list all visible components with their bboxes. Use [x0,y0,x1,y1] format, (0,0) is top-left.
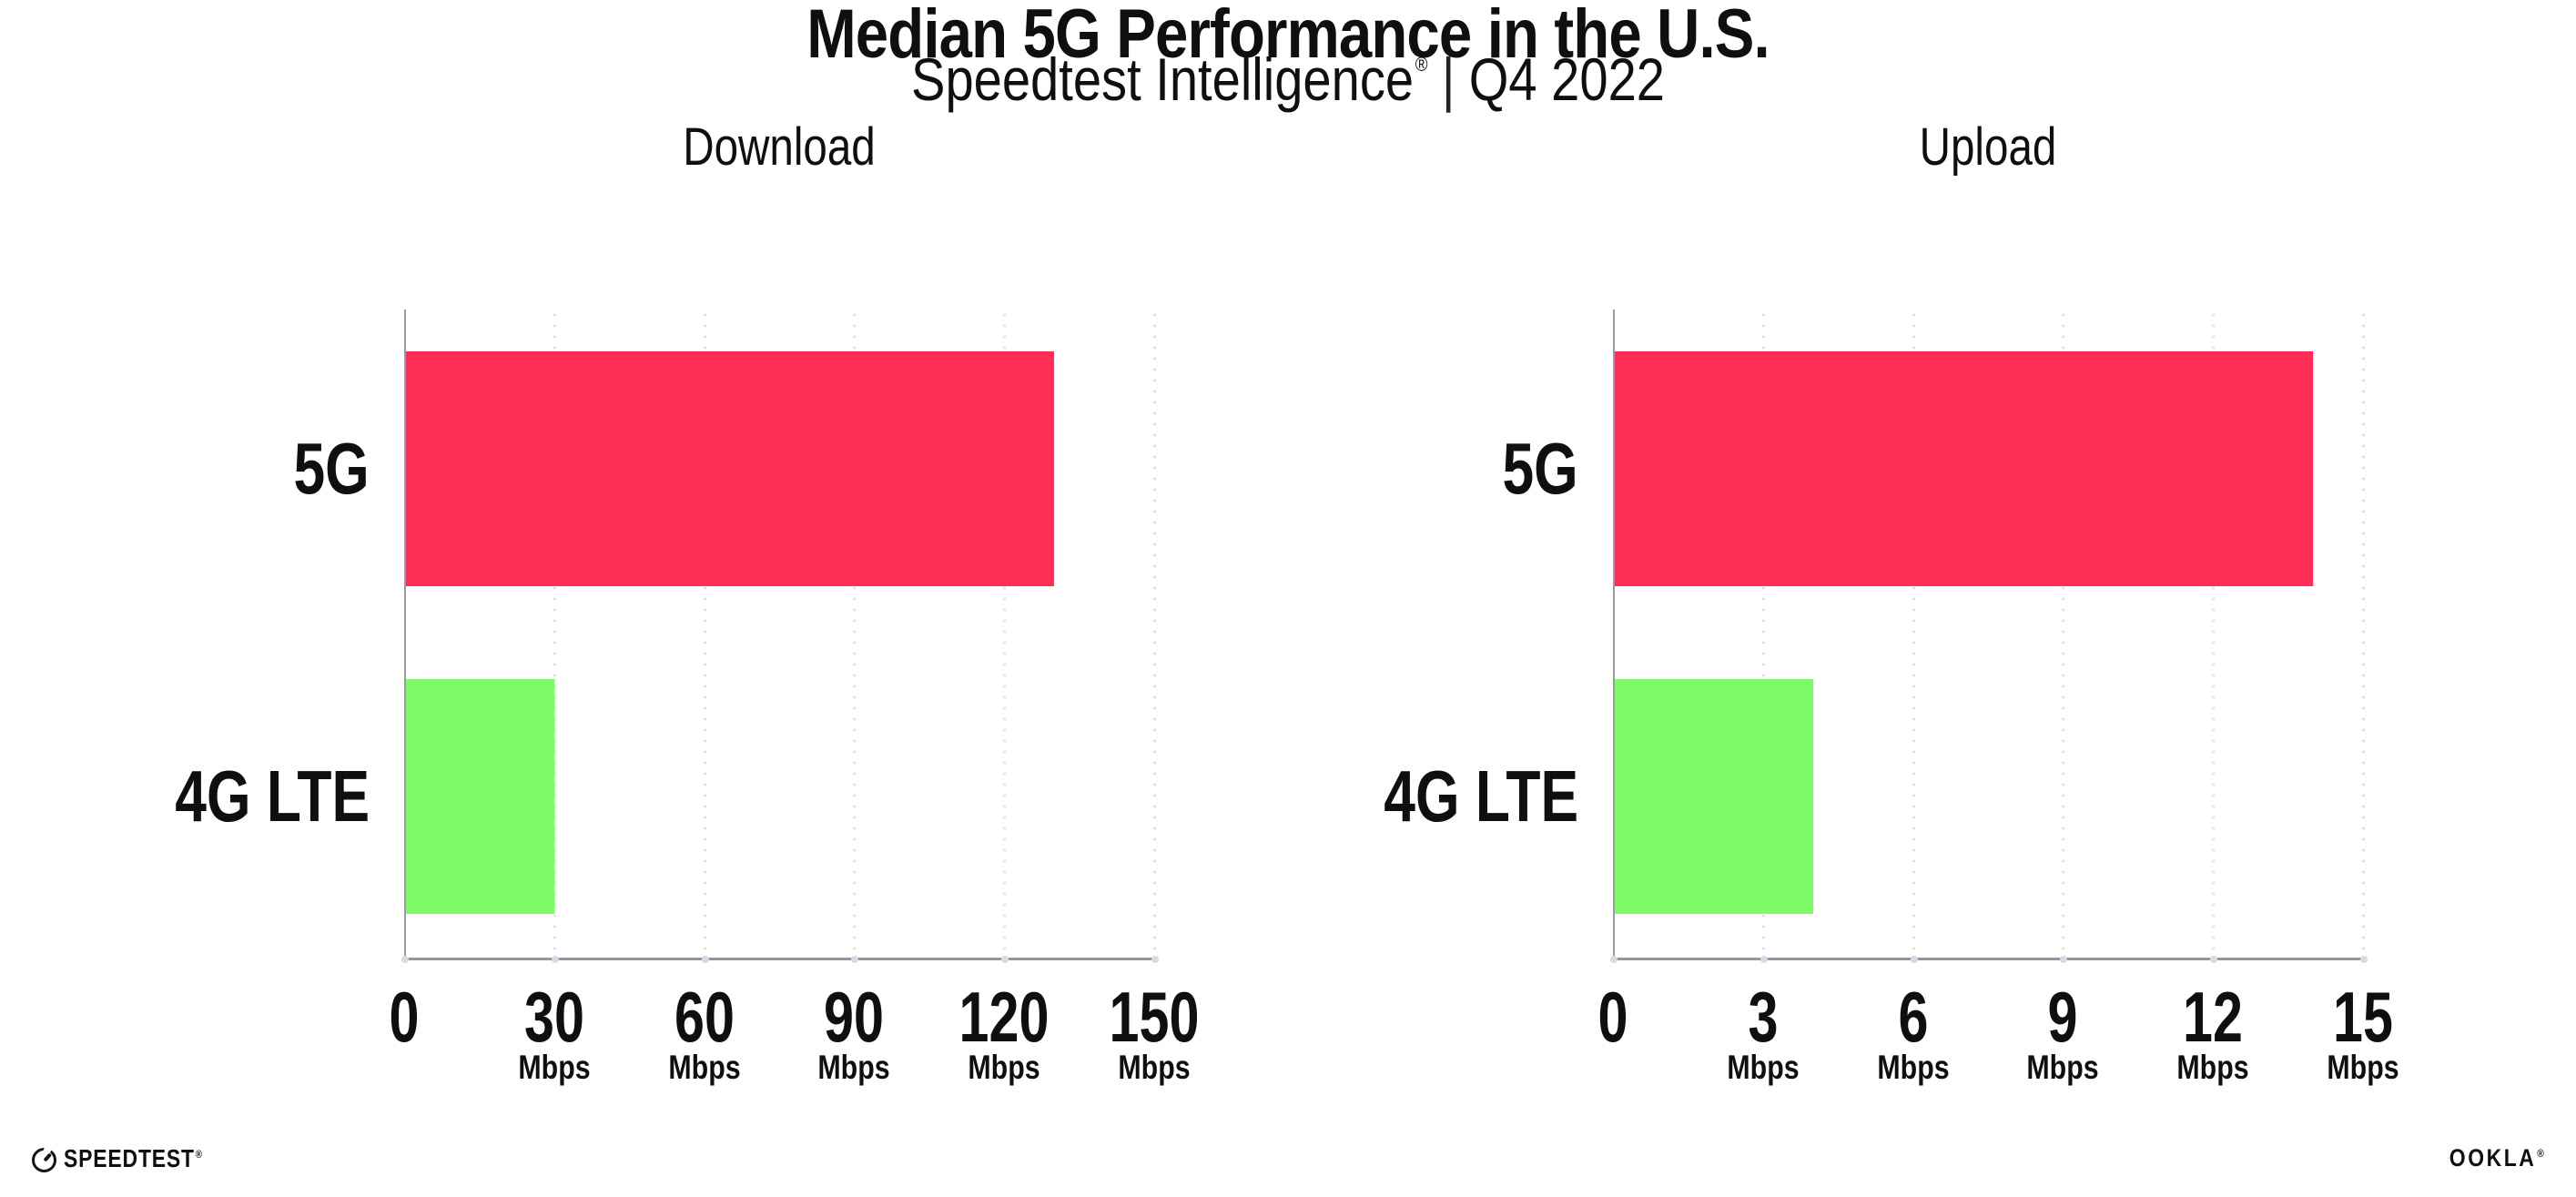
axis-tick-dot-download-120 [1001,955,1009,963]
category-label-5g-download: 5G [293,428,370,509]
chart-title-upload: Upload [1919,117,2057,177]
tick-unit-download-60: Mbps [667,1049,741,1086]
gridline-upload-6 [1912,309,1915,958]
tick-label-upload-0: 0 [1597,977,1628,1057]
tick-label-upload-3: 3 [1748,977,1779,1057]
tick-label-download-90: 90 [824,977,885,1057]
category-label-5g-upload: 5G [1502,428,1578,509]
axis-tick-dot-upload-3 [1760,955,1768,963]
chart-title-download: Download [683,117,876,177]
y-axis-upload [1613,309,1615,960]
bar-4g-lte-download [406,679,554,914]
subtitle-separator: | [1441,46,1455,113]
tick-unit-upload-12: Mbps [2176,1049,2249,1086]
axis-tick-dot-download-150 [1151,955,1159,963]
tick-unit-upload-9: Mbps [2026,1049,2099,1086]
bar-5g-download [406,351,1055,586]
axis-tick-dot-download-60 [701,955,709,963]
gridline-download-30 [553,309,556,958]
category-label-4g-lte-download: 4G LTE [175,756,370,837]
gridline-download-120 [1003,309,1007,958]
tick-label-upload-6: 6 [1898,977,1929,1057]
axis-tick-dot-upload-12 [2210,955,2218,963]
y-axis-download [404,309,406,960]
tick-label-download-0: 0 [389,977,420,1057]
axis-tick-dot-download-0 [401,955,409,963]
tick-label-download-150: 150 [1109,977,1200,1057]
speedtest-logo: SPEEDTEST® [64,1146,203,1172]
gridline-upload-12 [2212,309,2216,958]
x-axis-upload [1613,958,2366,960]
axis-tick-dot-download-90 [851,955,859,963]
subtitle-product: Speedtest Intelligence [911,46,1415,113]
tick-label-download-30: 30 [523,977,584,1057]
tick-unit-upload-6: Mbps [1876,1049,1950,1086]
page-title: Median 5G Performance in the U.S. [806,0,1770,73]
axis-tick-dot-upload-6 [1910,955,1918,963]
tick-unit-download-150: Mbps [1118,1049,1191,1086]
speedtest-gauge-icon [32,1145,56,1172]
ookla-logo: OOKLA® [2449,1146,2546,1171]
tick-label-download-60: 60 [674,977,735,1057]
tick-label-download-120: 120 [958,977,1050,1057]
speedtest-registered-mark: ® [195,1148,203,1161]
ookla-logo-text: OOKLA [2449,1144,2537,1172]
ookla-registered-mark: ® [2536,1147,2546,1160]
bar-5g-upload [1615,351,2314,586]
gridline-download-90 [853,309,857,958]
tick-label-upload-9: 9 [2047,977,2078,1057]
category-label-4g-lte-upload: 4G LTE [1384,756,1578,837]
gridline-upload-3 [1761,309,1765,958]
axis-tick-dot-upload-15 [2360,955,2368,963]
tick-label-upload-15: 15 [2333,977,2393,1057]
gridline-download-60 [703,309,706,958]
page-subtitle: Speedtest Intelligence® | Q4 2022 [193,49,2383,109]
axis-tick-dot-upload-9 [2060,955,2068,963]
axis-tick-dot-upload-0 [1610,955,1618,963]
tick-unit-upload-15: Mbps [2327,1049,2399,1086]
registered-trademark: ® [1415,53,1428,76]
speedtest-logo-text: SPEEDTEST [64,1144,195,1172]
gridline-upload-9 [2062,309,2065,958]
gridline-upload-15 [2362,309,2365,958]
tick-unit-upload-3: Mbps [1727,1049,1800,1086]
tick-label-upload-12: 12 [2183,977,2244,1057]
tick-unit-download-90: Mbps [817,1049,890,1086]
subtitle-period: Q4 2022 [1468,46,1665,113]
tick-unit-download-30: Mbps [518,1049,591,1086]
gridline-download-150 [1153,309,1156,958]
gauge-needle-icon [42,1151,52,1161]
axis-tick-dot-download-30 [551,955,559,963]
tick-unit-download-120: Mbps [968,1049,1040,1086]
x-axis-download [404,958,1157,960]
bar-4g-lte-upload [1615,679,1813,914]
